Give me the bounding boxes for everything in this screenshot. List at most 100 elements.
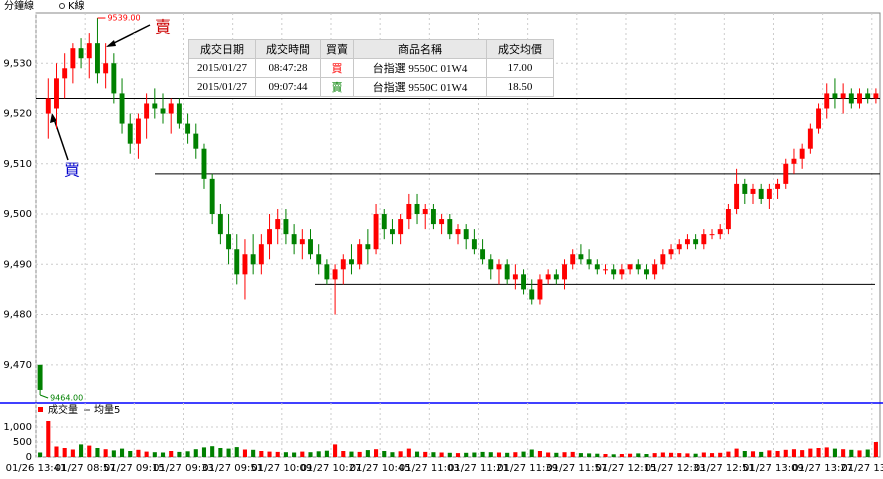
volume-bar — [275, 451, 280, 457]
candle-body — [406, 203, 412, 220]
volume-bar — [431, 452, 436, 457]
tab-minute[interactable]: 分鐘線 — [4, 0, 34, 12]
candle-body — [357, 244, 363, 265]
candle-body — [463, 229, 469, 240]
candle-body — [873, 93, 879, 99]
candle-body — [103, 63, 109, 74]
candle-body — [775, 183, 781, 189]
candle-body — [709, 234, 715, 236]
cell: 2015/01/27 — [188, 58, 256, 78]
volume-bar — [619, 454, 624, 457]
candle-body — [381, 214, 387, 230]
candle-body — [389, 229, 395, 235]
candle-body — [553, 274, 559, 280]
x-tick-label: 01/27 13:09 — [743, 463, 804, 474]
candle-body — [635, 264, 641, 270]
volume-bar — [832, 448, 837, 457]
x-tick-label: 01/27 12:51 — [694, 463, 755, 474]
candle-body — [521, 274, 527, 290]
volume-bar — [185, 451, 190, 457]
volume-bar — [103, 449, 108, 457]
volume-bar — [488, 452, 493, 457]
cell: 18.50 — [486, 77, 554, 97]
volume-bar — [669, 452, 674, 457]
candle-body — [86, 43, 92, 59]
candle-body — [70, 48, 76, 69]
volume-bar — [111, 450, 116, 457]
volume-bar — [308, 452, 313, 457]
x-tick-label: 01/27 10:27 — [301, 463, 362, 474]
volume-bar — [587, 453, 592, 457]
volume-bar — [447, 452, 452, 457]
volume-bar — [414, 451, 420, 457]
candle-body — [570, 254, 576, 265]
volume-bar — [119, 448, 125, 457]
volume-tick-label: 0 — [26, 452, 32, 463]
candle-body — [717, 229, 723, 235]
candle-body — [807, 128, 813, 149]
x-tick-label: 01/27 12:15 — [596, 463, 657, 474]
candle-body — [693, 239, 699, 245]
extreme-label: 9464.00 — [50, 393, 83, 402]
volume-bar — [554, 452, 559, 457]
volume-bar — [824, 447, 829, 457]
volume-bar — [759, 451, 764, 457]
candle-body — [45, 98, 51, 114]
sell-annotation: 賣 — [155, 18, 171, 37]
candle-body — [619, 269, 625, 275]
volume-bar — [283, 452, 288, 457]
cell: 17.00 — [486, 58, 554, 78]
candle-body — [185, 123, 191, 134]
candle-body — [234, 249, 240, 275]
candle-body — [414, 203, 420, 215]
tab-k[interactable]: K線 — [68, 0, 85, 12]
candle-body — [496, 264, 502, 270]
volume-bar — [242, 449, 247, 457]
volume-bar — [636, 453, 641, 457]
volume-tick-label: 1,000 — [3, 422, 32, 433]
candle-body — [529, 289, 535, 300]
cell: 賣 — [320, 77, 354, 97]
volume-bar — [160, 452, 166, 457]
volume-bar — [767, 450, 772, 457]
candle-body — [373, 214, 379, 250]
candle-body — [332, 269, 338, 280]
volume-bar — [513, 452, 518, 457]
volume-bar — [95, 448, 100, 457]
candle-body — [299, 239, 305, 245]
column-header: 買賣 — [320, 39, 354, 59]
candle-body — [447, 219, 453, 235]
x-tick-label: 01/27 13:45 — [841, 463, 883, 474]
volume-bar — [455, 453, 461, 457]
volume-bar — [849, 449, 854, 457]
y-tick-label: 9,510 — [3, 159, 32, 170]
buy-arrow — [52, 115, 69, 161]
candle-body — [62, 68, 68, 79]
volume-bar — [537, 451, 542, 457]
volume-bar — [62, 448, 67, 457]
volume-bar — [529, 449, 534, 457]
volume-bar — [857, 450, 862, 457]
y-tick-label: 9,520 — [3, 109, 32, 120]
x-tick-label: 01/27 08:57 — [55, 463, 116, 474]
volume-bar — [791, 449, 797, 457]
volume-bar — [316, 451, 321, 457]
volume-bar — [750, 451, 756, 457]
volume-bar — [652, 453, 657, 457]
volume-bar — [718, 452, 723, 457]
x-tick-label: 01/27 11:39 — [497, 463, 558, 474]
x-tick-label: 01/27 09:51 — [202, 463, 263, 474]
volume-bar — [562, 452, 567, 457]
candle-body — [660, 254, 666, 265]
volume-bar — [775, 451, 780, 457]
candle-body — [324, 264, 330, 280]
volume-bar — [496, 452, 502, 457]
cell: 台指選 9550C 01W4 — [353, 58, 487, 78]
candle-body — [676, 244, 682, 250]
candle-body — [168, 103, 174, 114]
candle-body — [857, 93, 862, 104]
volume-bar — [841, 449, 846, 457]
radio[interactable] — [59, 3, 65, 9]
volume-bar — [546, 452, 551, 457]
